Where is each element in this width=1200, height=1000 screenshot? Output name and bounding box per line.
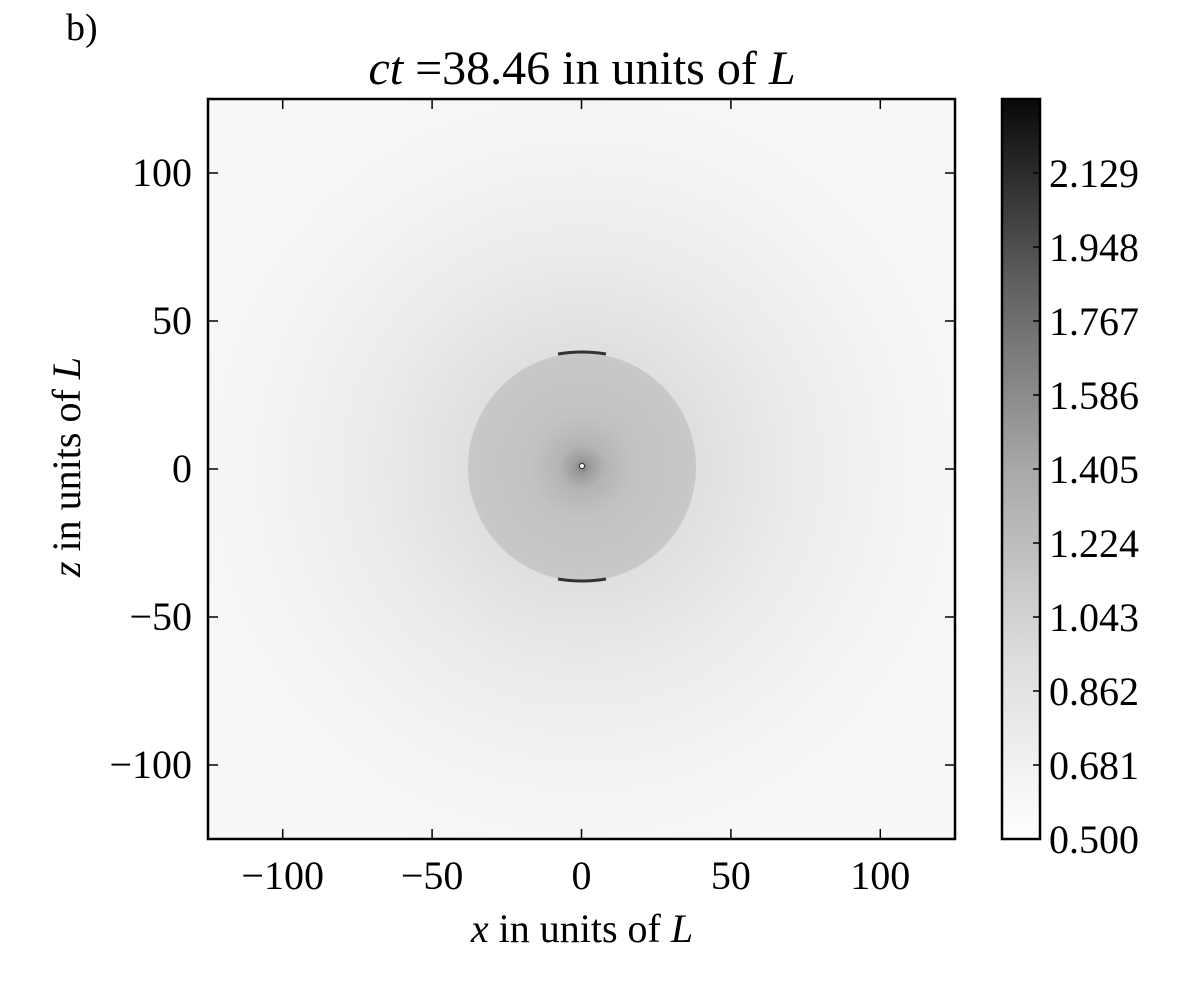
colorbar-tick-label: 1.224 — [1049, 521, 1139, 566]
x-axis-label: x in units of L — [470, 906, 693, 951]
ylabel-L: L — [44, 357, 89, 380]
x-ticks: −100 −50 0 50 100 — [241, 99, 910, 898]
colorbar-tick-label: 1.948 — [1049, 225, 1139, 270]
title-ct: ct — [368, 42, 404, 95]
x-tick-label: −100 — [241, 853, 324, 898]
colorbar-tick-label: 2.129 — [1049, 151, 1139, 196]
colorbar-ticks: 2.129 1.948 1.767 1.586 1.405 1.224 1.043 0.862… — [1033, 151, 1139, 862]
x-tick-label: −50 — [401, 853, 464, 898]
y-tick-label: −50 — [129, 594, 192, 639]
x-tick-label: 0 — [572, 853, 592, 898]
y-ticks: 100 50 0 −50 −100 — [109, 150, 955, 787]
heatmap — [208, 99, 955, 839]
x-tick-label: 50 — [711, 853, 751, 898]
y-tick-label: 0 — [172, 446, 192, 491]
xlabel-text: in units of — [489, 906, 671, 951]
colorbar-tick-label: 1.767 — [1049, 299, 1139, 344]
y-tick-label: 100 — [132, 150, 192, 195]
panel-label: b) — [66, 7, 98, 49]
chart-title: ct =38.46 in units of L — [368, 42, 795, 95]
colorbar-tick-label: 0.681 — [1049, 743, 1139, 788]
y-tick-label: 50 — [152, 298, 192, 343]
colorbar-tick-label: 1.586 — [1049, 373, 1139, 418]
title-L: L — [768, 42, 796, 95]
colorbar-tick-label: 1.405 — [1049, 447, 1139, 492]
xlabel-L: L — [670, 906, 693, 951]
xlabel-x: x — [470, 906, 489, 951]
colorbar-tick-label: 1.043 — [1049, 595, 1139, 640]
colorbar-tick-label: 0.500 — [1049, 817, 1139, 862]
y-tick-label: −100 — [109, 742, 192, 787]
sphere-top-edge — [557, 350, 607, 356]
title-middle: =38.46 in units of — [403, 42, 769, 95]
x-tick-label: 100 — [850, 853, 910, 898]
colorbar-tick-label: 0.862 — [1049, 669, 1139, 714]
center-point — [579, 463, 585, 469]
sphere-bottom-edge — [557, 577, 607, 583]
ylabel-z: z — [44, 561, 89, 578]
y-axis-label: z in units of L — [44, 357, 89, 578]
ylabel-text: in units of — [44, 379, 89, 561]
